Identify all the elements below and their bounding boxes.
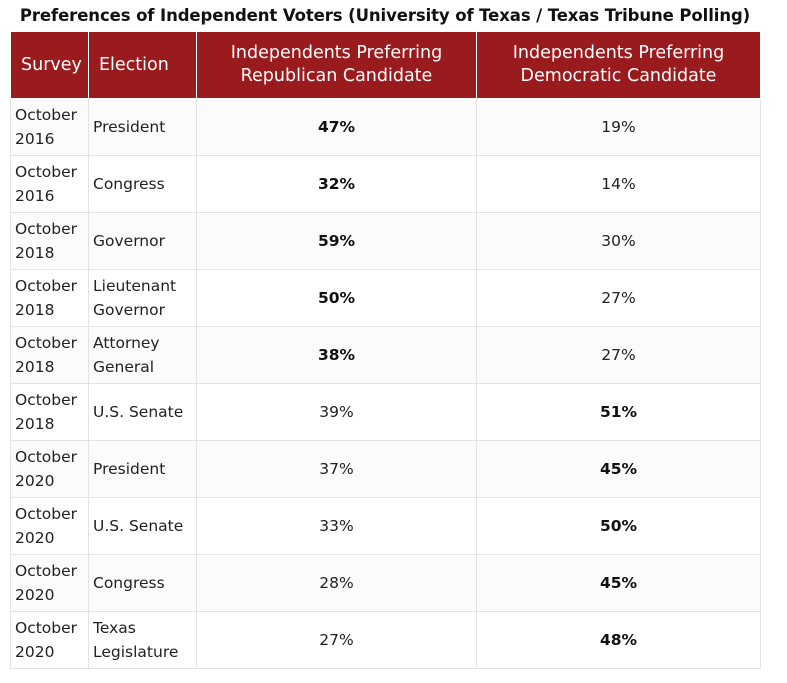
survey-cell: October 2018: [10, 326, 89, 384]
survey-cell: October 2020: [10, 497, 89, 555]
election-cell: Congress: [88, 155, 197, 213]
democratic-cell: 14%: [476, 155, 761, 213]
header-row: Survey Election Independents Preferring …: [10, 32, 761, 99]
survey-cell: October 2018: [10, 212, 89, 270]
republican-cell: 27%: [196, 611, 477, 669]
survey-cell: October 2018: [10, 383, 89, 441]
republican-cell: 38%: [196, 326, 477, 384]
democratic-cell: 30%: [476, 212, 761, 270]
election-cell: Attorney General: [88, 326, 197, 384]
democratic-cell: 19%: [476, 98, 761, 156]
election-cell: Texas Legislature: [88, 611, 197, 669]
election-cell: Lieutenant Governor: [88, 269, 197, 327]
republican-cell: 32%: [196, 155, 477, 213]
table-row: October 2018 Attorney General 38% 27%: [10, 326, 761, 384]
table-row: October 2020 U.S. Senate 33% 50%: [10, 497, 761, 555]
republican-cell: 33%: [196, 497, 477, 555]
column-header-survey: Survey: [10, 32, 89, 99]
column-header-republican: Independents Preferring Republican Candi…: [196, 32, 477, 99]
democratic-cell: 50%: [476, 497, 761, 555]
table-row: October 2016 Congress 32% 14%: [10, 155, 761, 213]
election-cell: Governor: [88, 212, 197, 270]
survey-cell: October 2016: [10, 98, 89, 156]
republican-cell: 47%: [196, 98, 477, 156]
survey-cell: October 2020: [10, 440, 89, 498]
table-title: Preferences of Independent Voters (Unive…: [19, 6, 751, 25]
column-header-election: Election: [88, 32, 197, 99]
table-row: October 2018 U.S. Senate 39% 51%: [10, 383, 761, 441]
table-row: October 2020 Congress 28% 45%: [10, 554, 761, 612]
democratic-cell: 51%: [476, 383, 761, 441]
table-row: October 2018 Governor 59% 30%: [10, 212, 761, 270]
republican-cell: 59%: [196, 212, 477, 270]
table-row: October 2020 President 37% 45%: [10, 440, 761, 498]
republican-cell: 28%: [196, 554, 477, 612]
survey-cell: October 2018: [10, 269, 89, 327]
democratic-cell: 48%: [476, 611, 761, 669]
survey-cell: October 2020: [10, 611, 89, 669]
survey-cell: October 2020: [10, 554, 89, 612]
democratic-cell: 45%: [476, 440, 761, 498]
column-header-democratic: Independents Preferring Democratic Candi…: [476, 32, 761, 99]
democratic-cell: 27%: [476, 269, 761, 327]
republican-cell: 50%: [196, 269, 477, 327]
table-row: October 2018 Lieutenant Governor 50% 27%: [10, 269, 761, 327]
election-cell: President: [88, 440, 197, 498]
democratic-cell: 27%: [476, 326, 761, 384]
election-cell: President: [88, 98, 197, 156]
election-cell: U.S. Senate: [88, 383, 197, 441]
republican-cell: 37%: [196, 440, 477, 498]
table-row: October 2016 President 47% 19%: [10, 98, 761, 156]
election-cell: U.S. Senate: [88, 497, 197, 555]
table-row: October 2020 Texas Legislature 27% 48%: [10, 611, 761, 669]
survey-cell: October 2016: [10, 155, 89, 213]
democratic-cell: 45%: [476, 554, 761, 612]
republican-cell: 39%: [196, 383, 477, 441]
poll-table: Survey Election Independents Preferring …: [10, 32, 761, 669]
election-cell: Congress: [88, 554, 197, 612]
